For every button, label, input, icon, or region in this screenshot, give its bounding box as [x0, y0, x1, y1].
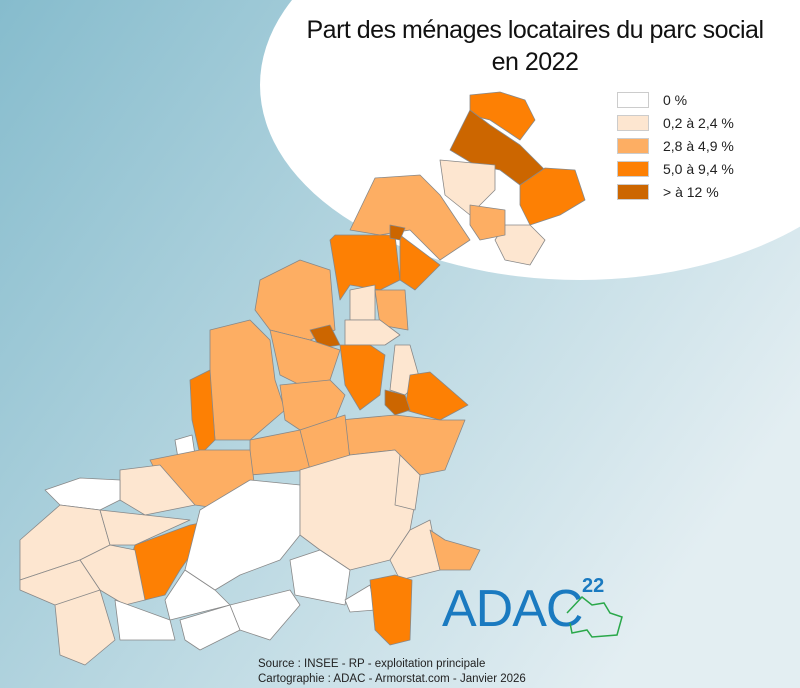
legend-swatch — [617, 160, 649, 177]
commune-area — [374, 289, 409, 331]
legend-swatch — [617, 114, 649, 131]
communes-map — [19, 91, 586, 666]
logo-text: ADAC — [442, 580, 583, 638]
commune-area — [389, 224, 406, 241]
commune-area — [189, 369, 216, 456]
legend-item: 2,8 à 4,9 % — [617, 134, 734, 157]
commune-area — [369, 574, 413, 646]
commune-area — [469, 204, 506, 241]
commune-area — [439, 159, 496, 216]
commune-area — [399, 234, 441, 291]
title-line-1: Part des ménages locataires du parc soci… — [306, 16, 764, 44]
credits-line: Cartographie : ADAC - Armorstat.com - Ja… — [258, 673, 526, 685]
source-note: Source : INSEE - RP - exploitation princ… — [258, 657, 526, 687]
legend-label: 5,0 à 9,4 % — [663, 160, 734, 177]
commune-area — [519, 167, 586, 226]
title-line-2: en 2022 — [491, 48, 579, 76]
legend-item: 0,2 à 2,4 % — [617, 111, 734, 134]
commune-area — [349, 284, 376, 321]
legend-item: 0 % — [617, 88, 734, 111]
legend-item: 5,0 à 9,4 % — [617, 157, 734, 180]
commune-area — [429, 529, 481, 571]
commune-area — [339, 344, 386, 411]
commune-area — [229, 589, 301, 641]
commune-area — [384, 389, 411, 416]
legend-label: 2,8 à 4,9 % — [663, 137, 734, 154]
legend-swatch — [617, 183, 649, 200]
commune-area — [179, 604, 241, 651]
legend-label: 0,2 à 2,4 % — [663, 114, 734, 131]
legend-label: 0 % — [663, 91, 688, 108]
legend-label: > à 12 % — [663, 183, 719, 200]
commune-area — [54, 589, 116, 666]
commune-area — [494, 224, 546, 266]
legend: 0 % 0,2 à 2,4 % 2,8 à 4,9 % 5,0 à 9,4 % … — [617, 88, 734, 203]
commune-area — [184, 479, 301, 591]
legend-swatch — [617, 137, 649, 154]
department-outline-icon — [566, 595, 623, 638]
map-title: Part des ménages locataires du parc soci… — [270, 14, 800, 78]
source-line: Source : INSEE - RP - exploitation princ… — [258, 658, 486, 670]
commune-area — [114, 599, 176, 641]
legend-item: > à 12 % — [617, 180, 734, 203]
commune-area — [99, 509, 191, 546]
commune-area — [394, 454, 421, 511]
logo-superscript: 22 — [582, 575, 605, 597]
legend-swatch — [617, 91, 649, 108]
commune-area — [289, 549, 351, 606]
commune-area — [344, 319, 401, 346]
